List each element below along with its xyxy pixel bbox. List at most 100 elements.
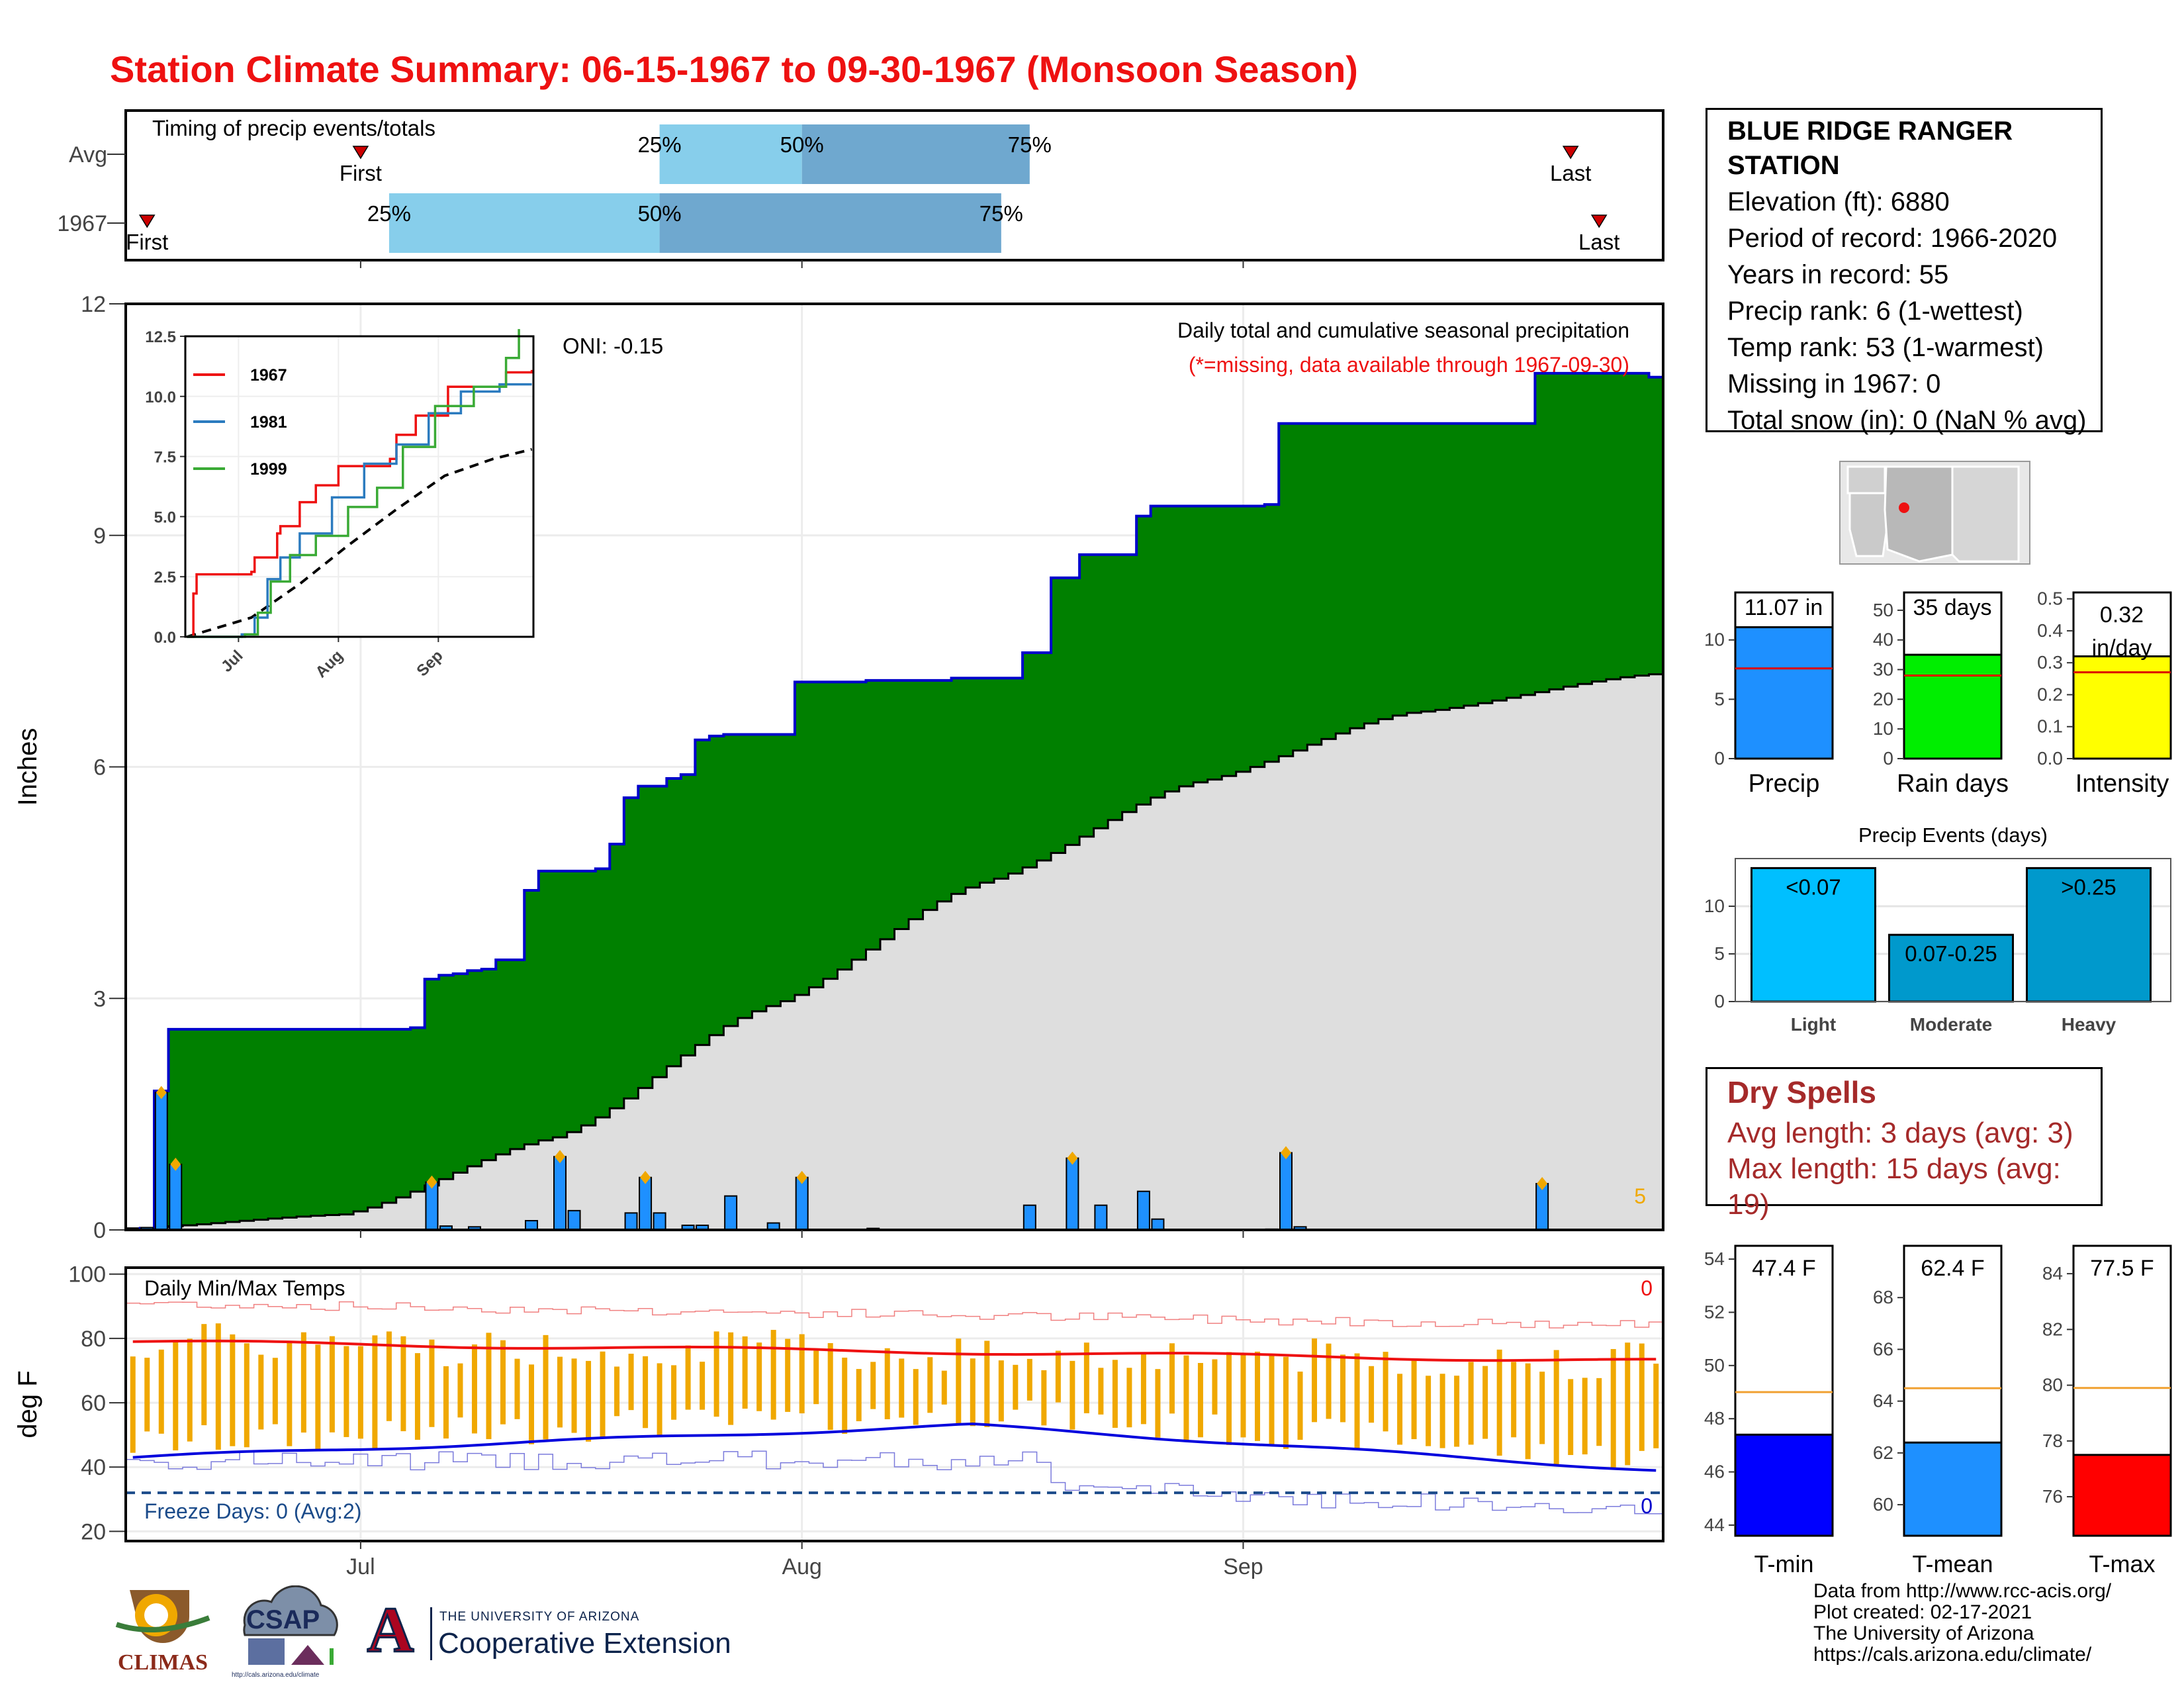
inset-y-tick-label: 12.5 — [145, 328, 176, 346]
daily-temp-range-bar — [1226, 1352, 1232, 1445]
events-frame — [1735, 858, 2171, 1002]
daily-temp-range-bar — [471, 1344, 477, 1434]
y-tick-label: 76 — [2042, 1486, 2063, 1507]
y-tick-label: 0 — [93, 1218, 106, 1243]
daily-temp-range-bar — [1140, 1352, 1146, 1425]
y-tick-label: 9 — [93, 524, 106, 549]
daily-temp-range-bar — [970, 1358, 976, 1427]
y-tick-label: 52 — [1704, 1301, 1725, 1322]
heavy-day-marker — [640, 1170, 651, 1184]
credit-line: Data from http://www.rcc-acis.org/ — [1813, 1580, 2112, 1602]
y-tick-label: 46 — [1704, 1462, 1725, 1482]
cumulative-1967-line — [126, 371, 1663, 1231]
daily-temp-range-bar — [1468, 1362, 1474, 1445]
y-tick-label: 5 — [1714, 688, 1725, 709]
daily-temp-range-bar — [1411, 1360, 1417, 1440]
summary-bar-label: Intensity — [2075, 770, 2169, 798]
station-location-marker — [1899, 502, 1909, 513]
daily-temp-range-bar — [1183, 1355, 1189, 1442]
daily-temp-range-bar — [1069, 1360, 1075, 1430]
page-title: Station Climate Summary: 06-15-1967 to 0… — [110, 48, 1358, 90]
daily-temp-range-bar — [287, 1342, 293, 1446]
record-high-line — [126, 1301, 1663, 1329]
daily-precip-bar — [1279, 1152, 1293, 1231]
daily-temp-range-bar — [1454, 1376, 1460, 1447]
y-tick-label: 10 — [1873, 718, 1893, 739]
y-tick-label: 0.1 — [2037, 716, 2063, 737]
daily-precip-bar — [1535, 1183, 1549, 1231]
oni-label: ONI: -0.15 — [563, 334, 663, 358]
daily-temp-range-bar — [1197, 1362, 1203, 1438]
inset-y-tick-label: 2.5 — [154, 569, 176, 586]
inset-y-tick-label: 7.5 — [154, 449, 176, 467]
inset-y-tick-label: 10.0 — [145, 389, 176, 406]
timing-bar-q2 — [659, 193, 1001, 253]
summary-bar — [2072, 1454, 2172, 1537]
daily-precip-bar — [425, 1181, 439, 1231]
daily-temp-range-bar — [1297, 1372, 1303, 1440]
intensity-value-label: 0.32 — [2100, 602, 2144, 628]
heavy-day-marker — [796, 1170, 807, 1184]
last-marker — [1562, 146, 1579, 160]
y-tick-label: 0.0 — [2037, 748, 2063, 769]
event-category-label: Light — [1791, 1014, 1836, 1035]
y-tick-label: 66 — [1873, 1338, 1893, 1359]
y-tick-label: 54 — [1704, 1248, 1725, 1269]
temp-bars: 44 46 48 50 52 54 T-min 47.4 F 60 62 64 66 68 T-mean 6… — [1704, 1244, 2172, 1577]
credit-line: Plot created: 02-17-2021 — [1813, 1601, 2032, 1623]
ua-line2: Cooperative Extension — [438, 1627, 731, 1660]
station-elevation: Elevation (ft): 6880 — [1727, 187, 1950, 216]
event-category-label: Heavy — [2062, 1014, 2116, 1035]
daily-temp-range-bar — [984, 1340, 990, 1427]
daily-temp-range-bar — [956, 1338, 962, 1425]
summary-bar — [1903, 653, 2003, 760]
daily-temp-range-bar — [357, 1346, 363, 1439]
y-tick-label: 100 — [68, 1262, 106, 1288]
daily-temp-range-bar — [571, 1358, 577, 1433]
daily-temp-range-bar — [941, 1370, 947, 1405]
daily-temp-range-bar — [742, 1336, 748, 1409]
inset-frame — [184, 335, 535, 638]
daily-temp-range-bar — [813, 1350, 819, 1405]
daily-temp-range-bar — [1098, 1368, 1104, 1415]
heavy-day-marker — [1281, 1146, 1292, 1160]
daily-temp-range-bar — [770, 1329, 776, 1420]
avg-area — [126, 674, 1663, 1230]
daily-temp-range-bar — [614, 1366, 620, 1417]
daily-temp-range-bar — [671, 1365, 677, 1420]
daily-temp-range-bar — [1639, 1343, 1645, 1451]
inset-legend-label: 1967 — [250, 366, 287, 385]
daily-temp-range-bar — [173, 1341, 179, 1451]
daily-temp-range-bar — [1354, 1353, 1360, 1450]
map-state-az — [1884, 465, 1954, 563]
y-tick-label: 12 — [81, 292, 106, 317]
y-tick-label: 0.2 — [2037, 684, 2063, 704]
daily-precip-bar — [169, 1163, 183, 1231]
timing-bar-q1 — [659, 124, 802, 184]
inset-legend-label: 1981 — [250, 413, 287, 432]
csap-url: http://cals.arizona.edu/climate — [232, 1671, 320, 1679]
credit-line: The University of Arizona — [1813, 1622, 2034, 1644]
surplus-area — [126, 373, 1663, 1230]
daily-temp-range-bar — [158, 1349, 164, 1434]
daily-temp-range-bar — [187, 1338, 193, 1442]
daily-temp-range-bar — [414, 1353, 420, 1440]
heavy-day-marker — [1067, 1151, 1078, 1165]
y-tick-label: 62 — [1873, 1442, 1893, 1463]
map-state-nm — [1951, 465, 2020, 563]
daily-temp-range-bar — [1026, 1358, 1032, 1401]
heavy-day-marker — [426, 1175, 437, 1189]
avg-cumulative-line — [126, 673, 1663, 1230]
daily-temp-range-bar — [1212, 1359, 1218, 1415]
daily-temp-range-bar — [372, 1335, 378, 1448]
daily-temp-range-bar — [1482, 1366, 1488, 1439]
precip-value-label: 11.07 in — [1745, 595, 1823, 620]
daily-temp-range-bar — [1397, 1374, 1403, 1445]
daily-temp-range-bar — [913, 1369, 919, 1425]
y-tick-label: 20 — [1873, 688, 1893, 709]
summary-bars: 0 5 10 Precip 11.07 in 0 10 20 30 40 50 Rain days 35… — [1704, 588, 2172, 798]
y-tick-label: 0.4 — [2037, 620, 2063, 641]
heavy-day-marker — [1537, 1177, 1548, 1191]
y-tick-label: 20 — [81, 1519, 106, 1544]
